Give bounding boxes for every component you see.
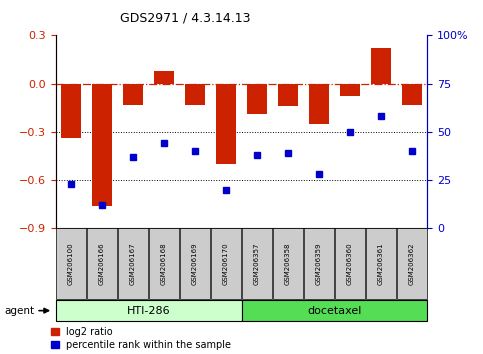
Bar [61, 84, 81, 138]
Text: GDS2971 / 4.3.14.13: GDS2971 / 4.3.14.13 [120, 12, 251, 25]
Bar [309, 84, 329, 124]
Text: GSM206360: GSM206360 [347, 242, 353, 285]
Bar [216, 84, 236, 164]
FancyBboxPatch shape [87, 228, 117, 299]
Bar [92, 84, 112, 206]
Text: GSM206359: GSM206359 [316, 242, 322, 285]
Text: GSM206358: GSM206358 [285, 242, 291, 285]
Text: GSM206362: GSM206362 [409, 242, 415, 285]
Text: docetaxel: docetaxel [307, 306, 362, 316]
FancyBboxPatch shape [335, 228, 365, 299]
FancyBboxPatch shape [56, 228, 86, 299]
Bar [278, 84, 298, 106]
FancyBboxPatch shape [242, 228, 272, 299]
FancyBboxPatch shape [180, 228, 210, 299]
Legend: log2 ratio, percentile rank within the sample: log2 ratio, percentile rank within the s… [51, 327, 231, 350]
FancyBboxPatch shape [149, 228, 179, 299]
FancyBboxPatch shape [118, 228, 148, 299]
Text: GSM206170: GSM206170 [223, 242, 229, 285]
Text: GSM206168: GSM206168 [161, 242, 167, 285]
FancyBboxPatch shape [397, 228, 427, 299]
FancyBboxPatch shape [273, 228, 303, 299]
Bar [185, 84, 205, 104]
Text: GSM206167: GSM206167 [130, 242, 136, 285]
Text: GSM206357: GSM206357 [254, 242, 260, 285]
Bar [154, 71, 174, 84]
Text: GSM206361: GSM206361 [378, 242, 384, 285]
Text: agent: agent [5, 306, 35, 316]
Text: GSM206100: GSM206100 [68, 242, 74, 285]
Bar [340, 84, 360, 97]
FancyBboxPatch shape [211, 228, 241, 299]
Bar [247, 84, 267, 114]
Bar [402, 84, 422, 104]
Text: GSM206166: GSM206166 [99, 242, 105, 285]
Bar [371, 48, 391, 84]
Bar [123, 84, 143, 104]
Text: HTI-286: HTI-286 [127, 306, 170, 316]
Text: GSM206169: GSM206169 [192, 242, 198, 285]
FancyBboxPatch shape [56, 300, 242, 321]
FancyBboxPatch shape [366, 228, 396, 299]
FancyBboxPatch shape [242, 300, 427, 321]
FancyBboxPatch shape [304, 228, 334, 299]
